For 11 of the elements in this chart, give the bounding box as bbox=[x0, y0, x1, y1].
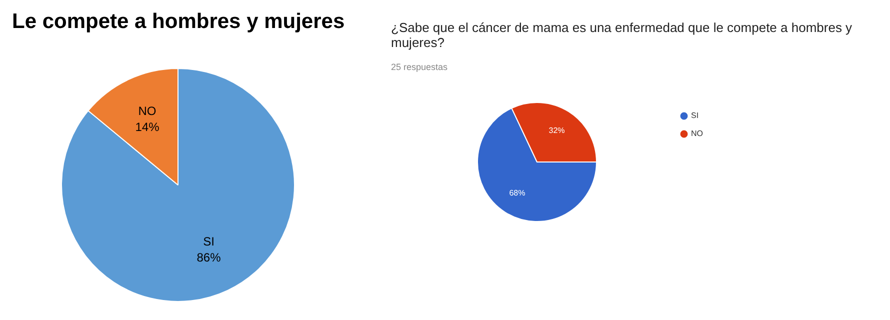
slice-label: SI bbox=[203, 234, 214, 249]
legend-label: SI bbox=[691, 111, 699, 120]
legend-label: NO bbox=[691, 129, 703, 138]
data-label: 14% bbox=[135, 120, 160, 134]
data-label: 32% bbox=[548, 126, 565, 136]
data-label: 86% bbox=[196, 250, 222, 265]
chart-title: Le compete a hombres y mujeres bbox=[12, 10, 346, 34]
data-label: 68% bbox=[509, 188, 526, 198]
chart-title: ¿Sabe que el cáncer de mama es una enfermedad que le compete a hombres y mujeres? bbox=[391, 20, 854, 50]
chart-subtitle: 25 respuestas bbox=[391, 62, 448, 72]
slice-label: NO bbox=[138, 104, 156, 118]
